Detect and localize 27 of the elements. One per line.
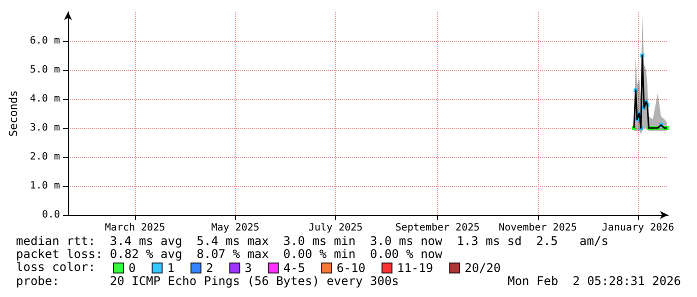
text: median rtt: 3.4 ms avg 5.4 ms max 3.0 ms min 3.0 ms now 1.3 ms sd 2.5 am/s [16,234,608,248]
legend-title: loss color: [16,260,96,274]
y-tick-label: 5.0 m [30,64,60,76]
y-tick-label: 3.0 m [30,122,60,134]
legend-label: 2 [206,261,214,275]
text: Mon Feb 2 05:28:31 2026 [508,274,681,288]
x-tick-label: March 2025 [104,222,166,234]
y-tick-label: 0.0 [42,210,60,220]
x-tick-label: November 2025 [498,222,577,234]
x-tick-label: January 2026 [602,222,674,234]
y-tick-label: 1.0 m [30,180,60,192]
y-axis-title: Seconds [7,90,20,137]
legend-label: 20/20 [464,261,501,275]
text: probe: 20 ICMP Echo Pings (56 Bytes) every 300s [16,274,399,288]
legend-label: 6-10 [336,261,366,275]
legend-label: 4-5 [283,261,306,275]
x-tick-label: May 2025 [211,222,260,234]
legend-label: 11-19 [396,261,434,275]
x-tick-label: September 2025 [395,222,480,234]
x-tick-label: July 2025 [308,222,363,234]
text: packet loss: 0.82 % avg 8.07 % max 0.00 % min 0.00 % now [16,247,444,261]
legend-label: 3 [244,261,252,275]
y-tick-label: 2.0 m [30,152,60,162]
legend-label: 0 [128,261,136,275]
legend-label: 1 [167,261,174,275]
y-tick-label: 4.0 m [30,94,60,104]
y-tick-label: 6.0 m [30,36,60,46]
